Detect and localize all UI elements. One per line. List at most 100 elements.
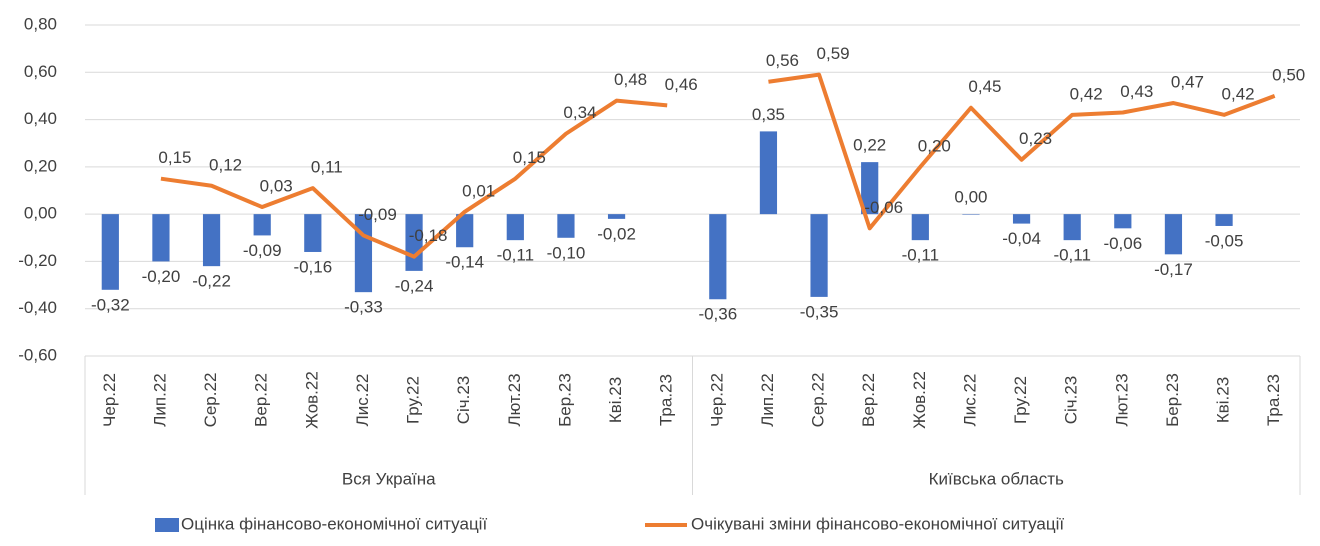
y-tick-label: -0,40 <box>18 298 57 317</box>
data-label: -0,06 <box>864 198 903 217</box>
data-label: 0,42 <box>1222 84 1255 103</box>
data-label: 0,47 <box>1171 73 1204 92</box>
data-label: -0,11 <box>902 246 940 265</box>
data-label: -0,18 <box>409 226 448 245</box>
x-tick-label: Січ.23 <box>454 376 473 425</box>
data-label: 0,03 <box>260 177 293 196</box>
bar <box>709 214 727 300</box>
x-tick-label: Бер.23 <box>555 373 574 427</box>
x-tick-label: Кві.23 <box>606 377 625 423</box>
data-label: 0,43 <box>1120 82 1153 101</box>
x-tick-label: Лип.22 <box>758 373 777 427</box>
data-label: -0,04 <box>1002 229 1041 248</box>
data-label: -0,35 <box>800 302 839 321</box>
x-tick-label: Лют.23 <box>505 373 524 426</box>
x-tick-label: Сер.22 <box>809 373 828 428</box>
data-label: 0,46 <box>665 75 698 94</box>
data-label: 0,45 <box>968 77 1001 96</box>
y-tick-label: 0,00 <box>24 204 57 223</box>
x-tick-label: Бер.23 <box>1163 373 1182 427</box>
bar <box>506 214 524 241</box>
data-label: -0,09 <box>243 241 282 260</box>
data-label: 0,34 <box>563 103 596 122</box>
bar <box>202 214 221 267</box>
y-tick-label: 0,80 <box>24 14 57 33</box>
bar <box>1164 214 1183 255</box>
x-tick-label: Гру.22 <box>404 376 423 424</box>
data-label: 0,50 <box>1272 65 1305 84</box>
x-tick-label: Лют.23 <box>1112 373 1131 426</box>
bar <box>1215 214 1233 226</box>
data-label: -0,09 <box>358 205 397 224</box>
bar <box>759 131 778 215</box>
x-tick-label: Січ.23 <box>1062 376 1081 425</box>
data-label: 0,22 <box>853 136 886 155</box>
bar <box>810 214 828 297</box>
x-tick-label: Сер.22 <box>201 373 220 428</box>
legend-label: Оцінка фінансово-економічної ситуації <box>181 514 487 533</box>
data-label: -0,05 <box>1205 231 1244 250</box>
bar <box>456 214 474 248</box>
x-tick-label: Жов.22 <box>302 371 321 429</box>
y-tick-label: 0,40 <box>24 109 57 128</box>
y-tick-label: 0,60 <box>24 62 57 81</box>
data-label: -0,32 <box>91 295 130 314</box>
bar <box>911 214 929 241</box>
x-tick-label: Вер.22 <box>252 373 271 427</box>
x-tick-label: Лис.22 <box>960 374 979 427</box>
data-label: -0,10 <box>547 243 586 262</box>
data-label: -0,11 <box>1053 246 1091 265</box>
data-label: 0,11 <box>311 158 343 177</box>
line <box>160 72 1276 259</box>
group-label: Київська область <box>929 469 1064 488</box>
data-label: 0,15 <box>513 148 546 167</box>
bar <box>304 214 322 252</box>
data-label: 0,56 <box>766 51 799 70</box>
data-label: 0,15 <box>158 148 191 167</box>
y-tick-label: -0,60 <box>18 345 57 364</box>
legend-swatch <box>155 518 179 532</box>
data-label: -0,33 <box>344 298 383 317</box>
data-label: 0,12 <box>209 155 242 174</box>
bar <box>962 214 980 215</box>
data-label: 0,48 <box>614 70 647 89</box>
x-tick-label: Лип.22 <box>150 373 169 427</box>
bar <box>1114 214 1132 229</box>
data-label: -0,06 <box>1103 234 1142 253</box>
data-label: 0,35 <box>752 105 785 124</box>
bar <box>354 214 373 293</box>
y-tick-label: 0,20 <box>24 156 57 175</box>
data-label: -0,20 <box>142 267 181 286</box>
bar <box>253 214 271 236</box>
bar <box>1012 214 1031 224</box>
legend-label: Очікувані зміни фінансово-економічної си… <box>691 514 1064 533</box>
bar <box>861 162 879 215</box>
data-label: -0,11 <box>497 246 535 265</box>
data-label: -0,36 <box>698 305 737 324</box>
bar <box>607 214 626 219</box>
data-label: 0,01 <box>462 181 495 200</box>
data-label: -0,16 <box>293 257 332 276</box>
data-label: 0,20 <box>918 136 951 155</box>
data-label: 0,00 <box>954 188 987 207</box>
x-tick-label: Вер.22 <box>859 373 878 427</box>
data-label: 0,42 <box>1070 84 1103 103</box>
data-label: -0,17 <box>1154 260 1193 279</box>
data-label: -0,02 <box>597 224 636 243</box>
data-label: -0,14 <box>445 253 484 272</box>
x-tick-label: Тра.23 <box>657 374 676 426</box>
x-tick-label: Кві.23 <box>1214 377 1233 423</box>
y-tick-label: -0,20 <box>18 251 57 270</box>
bar <box>557 214 575 238</box>
x-tick-label: Тра.23 <box>1264 374 1283 426</box>
x-tick-label: Чер.22 <box>707 373 726 427</box>
x-tick-label: Жов.22 <box>910 371 929 429</box>
data-label: -0,24 <box>395 276 434 295</box>
data-label: 0,59 <box>817 44 850 63</box>
data-label: -0,22 <box>192 272 231 291</box>
bar <box>152 214 170 262</box>
data-label: 0,23 <box>1019 129 1052 148</box>
x-tick-label: Гру.22 <box>1011 376 1030 424</box>
group-label: Вся Україна <box>342 469 436 488</box>
